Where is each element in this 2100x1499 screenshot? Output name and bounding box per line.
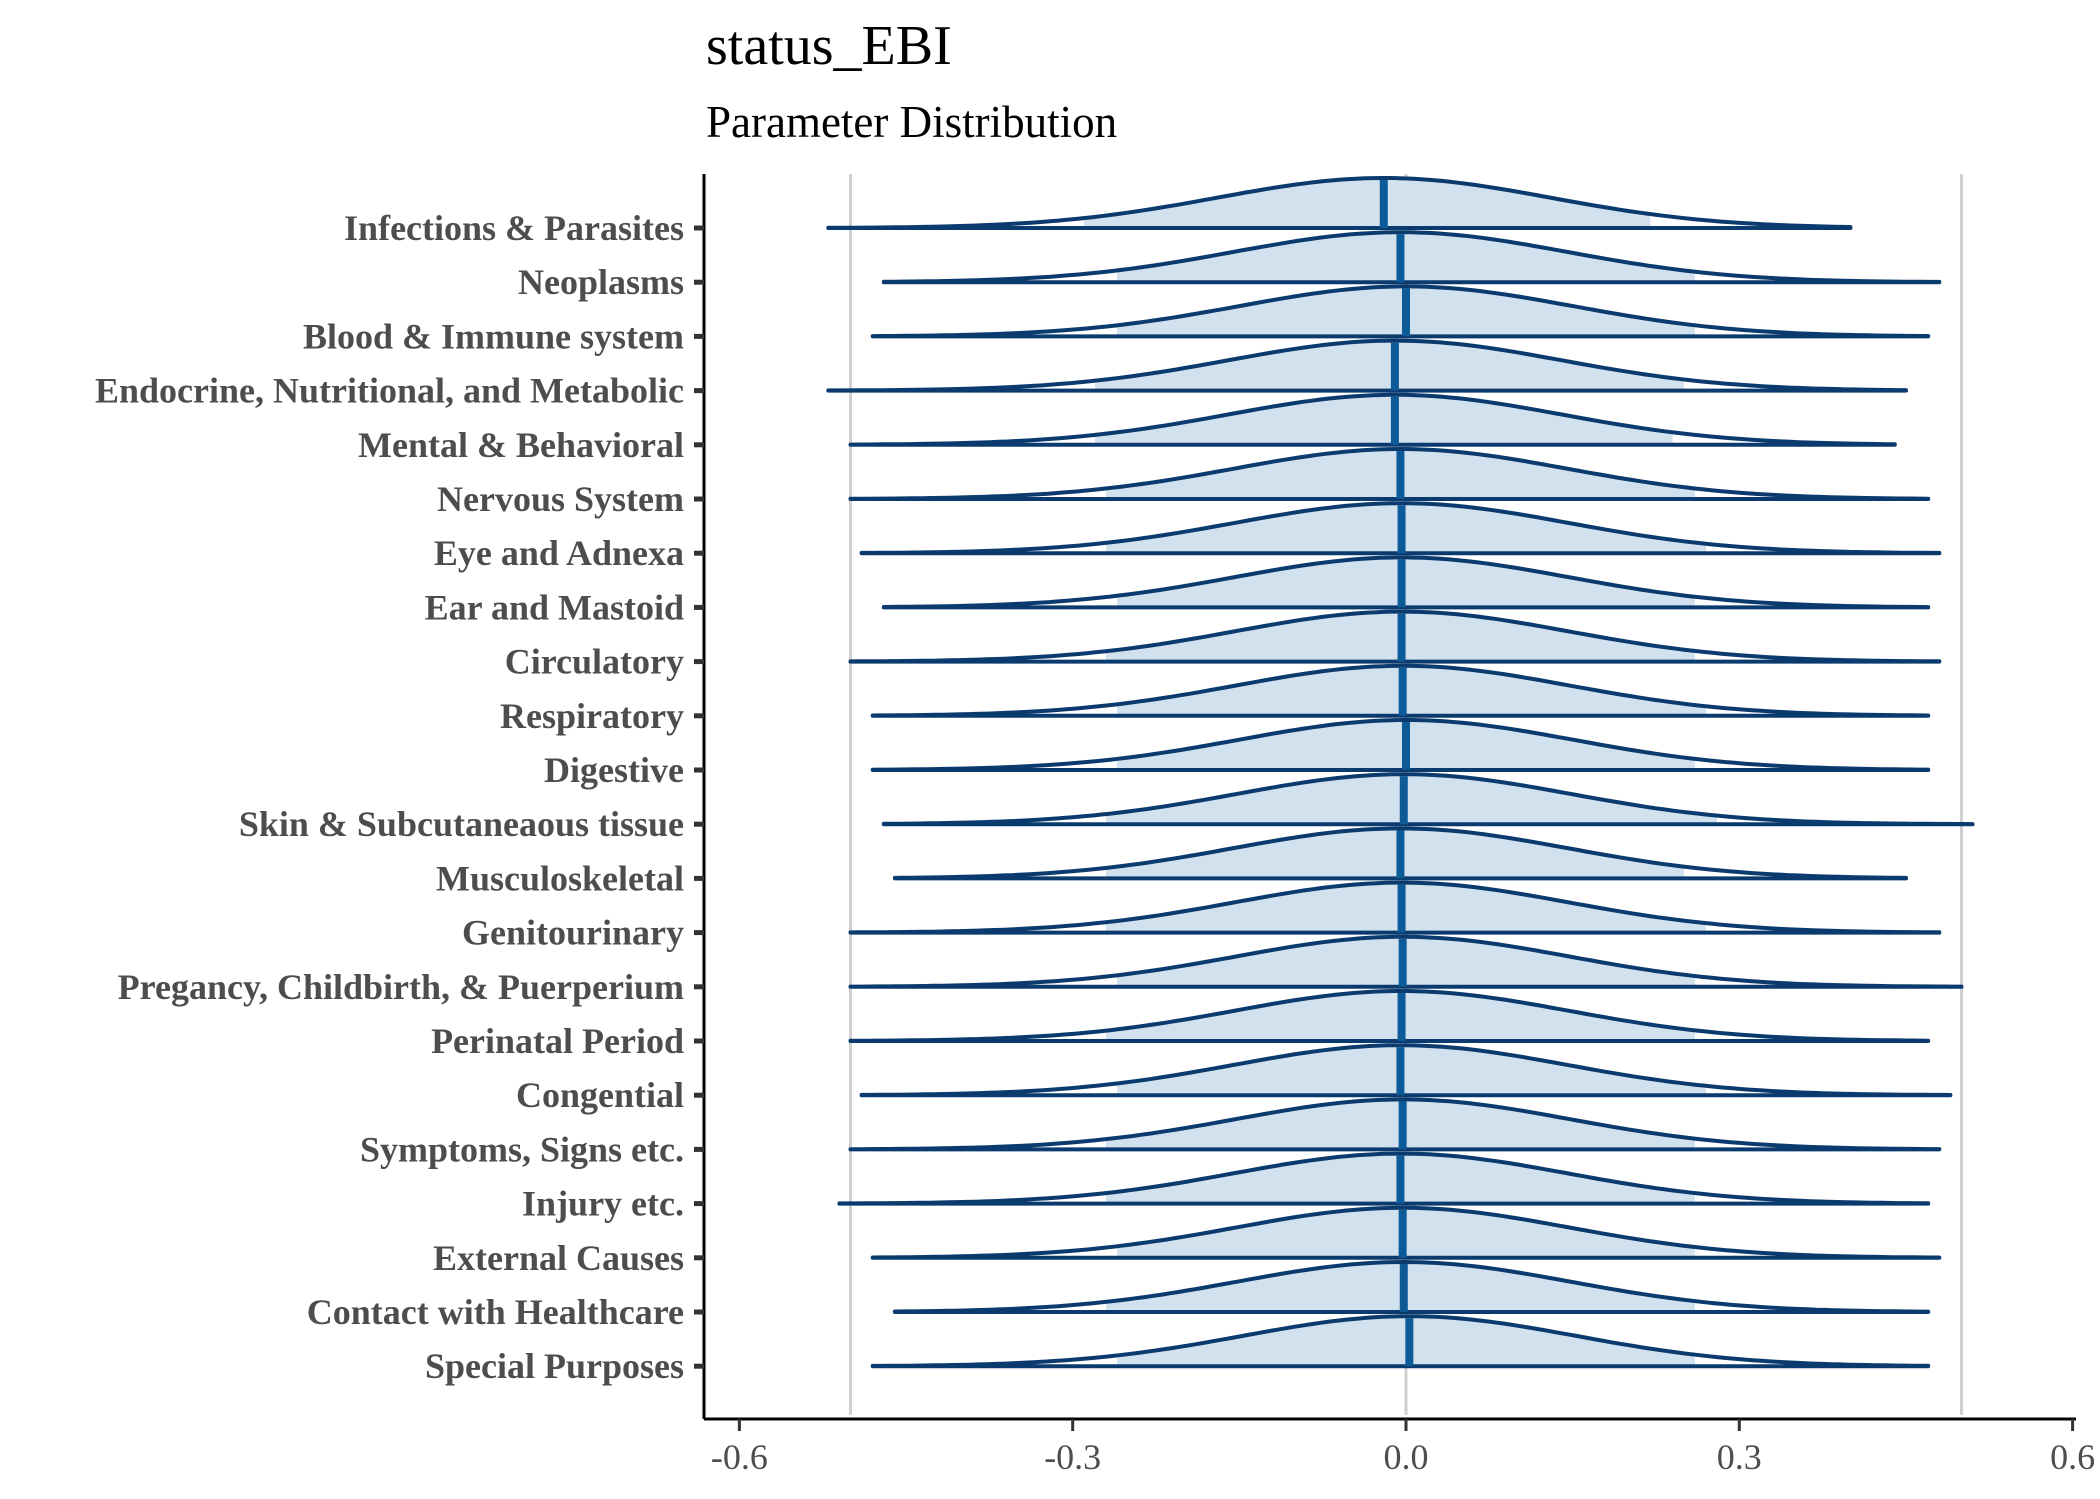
ridge-outline-3 bbox=[826, 338, 1908, 393]
ridge-outline-11 bbox=[881, 772, 1975, 827]
ridge-outline-4 bbox=[848, 392, 1897, 447]
ridge-0 bbox=[826, 176, 1853, 230]
ridge-outline-14 bbox=[848, 934, 1964, 989]
ridge-10 bbox=[870, 718, 1931, 772]
ridge-ci-fill-3 bbox=[1094, 340, 1684, 391]
ridge-outline-6 bbox=[859, 501, 1942, 556]
x-axis: -0.6 -0.3 0.0 0.3 0.6 bbox=[704, 1417, 2095, 1477]
ridge-outline-18 bbox=[837, 1151, 1931, 1206]
y-tick-label-5: Nervous System bbox=[437, 479, 684, 519]
ridge-5 bbox=[848, 447, 1931, 501]
ridge-2 bbox=[870, 284, 1931, 339]
y-tick-label-8: Circulatory bbox=[505, 642, 684, 682]
ridge-outline-8 bbox=[848, 609, 1942, 664]
chart-subtitle: Parameter Distribution bbox=[706, 97, 1117, 147]
chart-title: status_EBI bbox=[706, 15, 952, 77]
ridge-outline-7 bbox=[881, 555, 1931, 610]
ridge-17 bbox=[848, 1097, 1942, 1152]
ridge-outline-10 bbox=[870, 718, 1931, 772]
ridge-ci-fill-0 bbox=[1083, 178, 1651, 228]
ridge-14 bbox=[848, 934, 1964, 989]
y-axis: Infections & Parasites Neoplasms Blood & I… bbox=[95, 174, 706, 1419]
ridge-20 bbox=[892, 1260, 1931, 1314]
y-tick-label-1: Neoplasms bbox=[518, 262, 684, 302]
y-tick-label-7: Ear and Mastoid bbox=[425, 587, 684, 627]
ridge-outline-15 bbox=[848, 989, 1931, 1043]
ridge-outline-2 bbox=[870, 284, 1931, 339]
y-tick-label-15: Perinatal Period bbox=[431, 1021, 684, 1061]
ridge-19 bbox=[870, 1205, 1942, 1260]
ridge-16 bbox=[859, 1043, 1953, 1098]
y-tick-label-17: Symptoms, Signs etc. bbox=[360, 1129, 684, 1169]
ridge-outline-13 bbox=[848, 880, 1942, 935]
x-tick-label-3: 0.3 bbox=[1717, 1437, 1762, 1477]
ridge-outline-1 bbox=[881, 230, 1942, 285]
ridge-ci-fill-11 bbox=[1106, 774, 1718, 825]
ridge-ci-fill-16 bbox=[1117, 1045, 1706, 1096]
y-tick-label-13: Genitourinary bbox=[462, 913, 684, 953]
ridge-12 bbox=[892, 826, 1908, 881]
y-tick-label-21: Special Purposes bbox=[425, 1346, 684, 1386]
ridge-outline-5 bbox=[848, 447, 1931, 501]
y-tick-label-9: Respiratory bbox=[500, 696, 684, 736]
y-tick-label-16: Congential bbox=[516, 1075, 684, 1115]
y-tick-label-2: Blood & Immune system bbox=[303, 316, 684, 356]
y-tick-label-11: Skin & Subcutaneaous tissue bbox=[239, 804, 684, 844]
x-tick-label-0: -0.6 bbox=[711, 1437, 768, 1477]
ridge-4 bbox=[848, 392, 1897, 447]
x-tick-label-1: -0.3 bbox=[1044, 1437, 1101, 1477]
ridges bbox=[826, 176, 1975, 1369]
ridge-9 bbox=[870, 663, 1931, 718]
y-tick-label-14: Pregancy, Childbirth, & Puerperium bbox=[118, 967, 684, 1007]
ridge-outline-9 bbox=[870, 663, 1931, 718]
ridge-ci-fill-7 bbox=[1117, 557, 1695, 608]
ridge-ci-fill-4 bbox=[1094, 394, 1673, 445]
ridge-8 bbox=[848, 609, 1942, 664]
ridge-1 bbox=[881, 230, 1942, 285]
y-tick-label-20: Contact with Healthcare bbox=[307, 1292, 684, 1332]
ridge-7 bbox=[881, 555, 1931, 610]
ridge-outline-20 bbox=[892, 1260, 1931, 1314]
ridge-6 bbox=[859, 501, 1942, 556]
ridge-ci-fill-6 bbox=[1106, 503, 1706, 554]
y-tick-label-10: Digestive bbox=[544, 750, 684, 790]
y-tick-label-3: Endocrine, Nutritional, and Metabolic bbox=[95, 371, 684, 411]
ridge-outline-19 bbox=[870, 1205, 1942, 1260]
ridge-ci-fill-13 bbox=[1106, 882, 1706, 933]
ridge-15 bbox=[848, 989, 1931, 1043]
ridge-21 bbox=[870, 1314, 1931, 1369]
x-tick-label-4: 0.6 bbox=[2050, 1437, 2095, 1477]
ridge-outline-21 bbox=[870, 1314, 1931, 1369]
ridge-outline-17 bbox=[848, 1097, 1942, 1152]
ridge-3 bbox=[826, 338, 1908, 393]
ridge-outline-16 bbox=[859, 1043, 1953, 1098]
ridge-11 bbox=[881, 772, 1975, 827]
ridge-18 bbox=[837, 1151, 1931, 1206]
ridge-ci-fill-12 bbox=[1106, 828, 1684, 879]
ridge-ci-fill-9 bbox=[1117, 665, 1706, 716]
ridge-outline-0 bbox=[826, 176, 1853, 230]
y-tick-label-12: Musculoskeletal bbox=[436, 858, 684, 898]
y-tick-label-19: External Causes bbox=[433, 1238, 684, 1278]
ridge-outline-12 bbox=[892, 826, 1908, 881]
y-tick-label-4: Mental & Behavioral bbox=[358, 425, 684, 465]
ridge-13 bbox=[848, 880, 1942, 935]
x-tick-label-2: 0.0 bbox=[1384, 1437, 1429, 1477]
y-tick-label-0: Infections & Parasites bbox=[344, 208, 684, 248]
ridge-ci-fill-1 bbox=[1117, 232, 1695, 283]
y-tick-label-18: Injury etc. bbox=[522, 1184, 684, 1224]
y-tick-label-6: Eye and Adnexa bbox=[434, 533, 684, 573]
